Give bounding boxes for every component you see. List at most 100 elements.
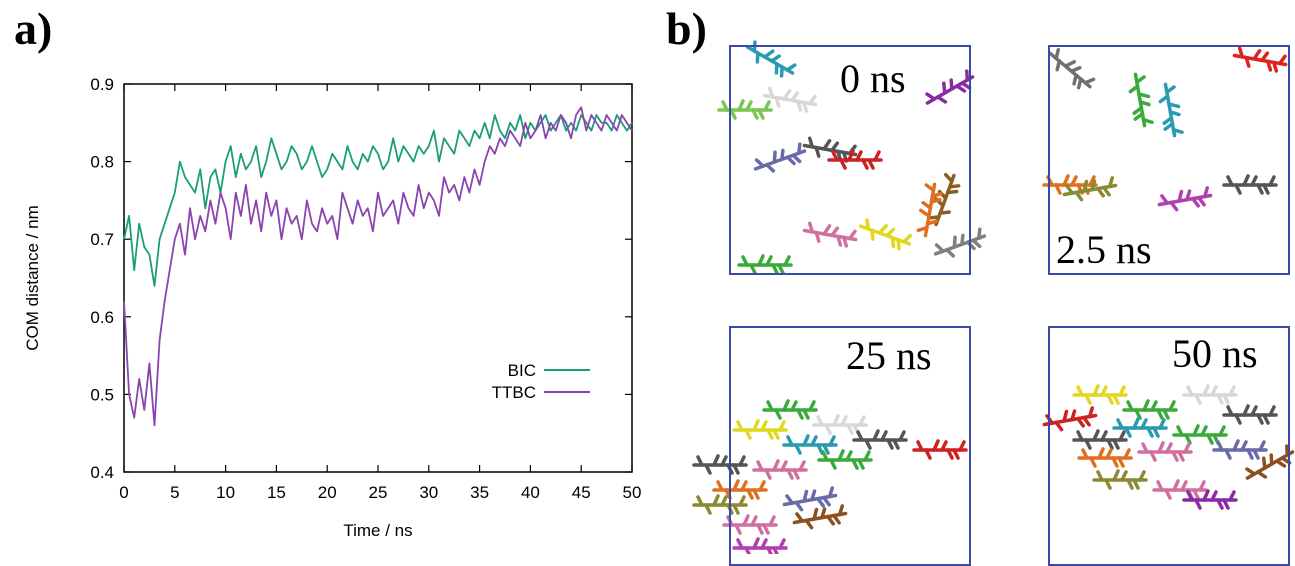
x-tick-label: 50 — [623, 483, 642, 502]
molecule-bond — [928, 215, 941, 220]
molecule-bond — [1112, 393, 1120, 405]
molecule-bond — [942, 81, 947, 95]
molecule-bond — [1180, 480, 1188, 492]
molecule-bond — [1132, 417, 1140, 430]
molecule-bond — [898, 430, 906, 442]
molecule-bond — [1268, 405, 1276, 417]
molecule-bond — [744, 428, 752, 440]
molecule-fragment — [1092, 469, 1148, 490]
molecule-bond — [1116, 418, 1124, 430]
molecule-bond — [836, 234, 843, 247]
molecule-bond — [924, 448, 932, 460]
molecule-bond — [1062, 174, 1070, 187]
molecule-bond — [696, 455, 704, 467]
molecule-bond — [1112, 469, 1120, 482]
molecule-bond — [1054, 47, 1061, 61]
molecule-bond — [955, 84, 967, 93]
x-tick-label: 20 — [318, 483, 337, 502]
molecule-fragment — [827, 149, 883, 170]
molecule-bond — [810, 435, 818, 447]
molecule-bond — [1258, 440, 1266, 452]
molecule-bond — [1100, 385, 1108, 397]
molecule-bond — [1124, 426, 1132, 438]
molecule-bond — [971, 238, 982, 249]
molecule-bond — [1262, 413, 1270, 425]
molecule-bond — [1083, 77, 1096, 85]
molecule-bond — [1234, 413, 1242, 425]
molecule-fragment — [1222, 174, 1278, 195]
molecule-bond — [765, 163, 776, 173]
molecule-bond — [1171, 450, 1179, 462]
molecule-fragment — [802, 221, 858, 248]
y-tick-label: 0.5 — [90, 385, 114, 404]
molecule-bond — [1134, 408, 1142, 420]
molecule-bond — [1171, 127, 1184, 134]
molecule-bond — [729, 108, 737, 120]
molecule-bond — [1202, 186, 1209, 199]
molecule-fragment — [1062, 176, 1118, 202]
molecule-bond — [1192, 424, 1200, 437]
molecule-fragment — [1128, 72, 1154, 128]
molecule-bond — [1163, 122, 1175, 131]
molecule-bond — [777, 263, 785, 275]
molecule-bond — [792, 468, 800, 480]
molecule-bond — [1111, 456, 1119, 468]
molecule-bond — [1105, 448, 1113, 460]
molecule-bond — [814, 145, 821, 158]
molecule-bond — [1168, 110, 1181, 117]
molecule-bond — [929, 197, 942, 204]
molecule-fragment — [692, 454, 748, 475]
molecule-fragment — [762, 86, 818, 113]
molecule-bond — [1126, 400, 1134, 412]
molecule-bond — [845, 450, 853, 462]
molecule-bond — [1107, 176, 1114, 189]
molecule-bond — [798, 460, 806, 472]
molecule-bond — [949, 78, 954, 91]
snapshot-label-25ns: 25 ns — [846, 333, 932, 378]
molecule-bond — [948, 184, 961, 189]
molecule-bond — [752, 488, 760, 500]
molecule-bond — [857, 458, 865, 470]
molecule-bond — [1120, 470, 1128, 482]
molecule-bond — [1202, 489, 1210, 502]
molecule-bond — [1210, 490, 1218, 502]
x-axis-ticks: 0 5 10 15 20 25 30 35 40 45 50 — [119, 84, 641, 502]
molecule-bond — [1194, 393, 1202, 405]
molecule-bond — [771, 263, 779, 275]
molecule-bond — [829, 458, 837, 470]
molecule-bond — [1070, 175, 1078, 187]
molecule-bond — [1242, 174, 1250, 187]
molecule-bond — [782, 399, 790, 412]
y-tick-label: 0.8 — [90, 153, 114, 172]
molecule-bond — [1226, 405, 1234, 417]
molecule-bond — [750, 515, 758, 527]
molecule-bond — [802, 408, 810, 420]
molecule-bond — [812, 507, 819, 521]
x-tick-label: 40 — [521, 483, 540, 502]
molecule-bond — [1088, 175, 1096, 187]
molecule-bond — [824, 423, 832, 435]
molecule-bond — [810, 489, 817, 502]
molecule-bond — [925, 92, 937, 101]
molecule-bond — [1132, 478, 1140, 490]
molecule-bond — [861, 158, 869, 170]
molecule-bond — [828, 435, 836, 447]
molecule-fragment — [852, 429, 908, 450]
molecule-bond — [772, 459, 780, 472]
molecule-bond — [807, 94, 817, 106]
molecule-bond — [863, 450, 871, 462]
molecule-bond — [774, 95, 781, 108]
molecule-bond — [802, 100, 809, 113]
legend-label-bic: BIC — [508, 361, 536, 380]
molecule-bond — [977, 227, 982, 240]
molecule-bond — [738, 495, 746, 507]
molecule-bond — [872, 429, 880, 442]
molecule-bond — [924, 183, 936, 193]
legend: BIC TTBC — [492, 361, 590, 402]
x-tick-label: 45 — [572, 483, 591, 502]
molecule-bond — [873, 150, 881, 162]
molecule-bond — [1228, 385, 1236, 397]
molecule-fragment — [1042, 406, 1098, 432]
molecule-bond — [952, 235, 957, 249]
molecule-bond — [760, 538, 768, 550]
